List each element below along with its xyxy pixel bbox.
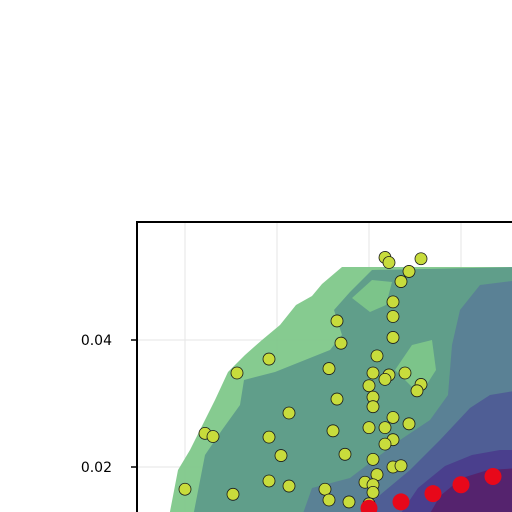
y-axis: 0.02 0.04: [81, 333, 137, 476]
yellow-data-point: [334, 336, 348, 350]
yellow-data-point: [326, 424, 340, 438]
contour-regions: [169, 267, 512, 512]
yellow-data-point: [226, 487, 240, 501]
yellow-data-point: [366, 400, 380, 414]
yellow-data-point: [362, 379, 376, 393]
yellow-data-point: [282, 406, 296, 420]
y-tick-label: 0.02: [81, 460, 112, 476]
yellow-data-point: [362, 421, 376, 435]
yellow-data-point: [330, 392, 344, 406]
yellow-data-point: [382, 256, 396, 269]
yellow-data-point: [402, 265, 416, 278]
yellow-data-point: [386, 310, 400, 323]
yellow-data-point: [386, 411, 400, 424]
yellow-data-point: [402, 417, 416, 431]
yellow-data-point: [378, 421, 392, 435]
red-data-point: [360, 499, 378, 512]
yellow-data-point: [178, 482, 192, 496]
yellow-data-point: [330, 314, 344, 328]
yellow-data-point: [322, 362, 336, 375]
yellow-data-point: [378, 372, 392, 386]
yellow-data-point: [338, 447, 352, 461]
yellow-data-point: [394, 459, 408, 473]
yellow-data-point: [366, 452, 380, 466]
contour-light-patch: [352, 280, 392, 312]
yellow-data-point: [262, 474, 276, 488]
yellow-data-point: [342, 495, 356, 509]
yellow-data-point: [386, 331, 400, 344]
yellow-data-point: [262, 430, 276, 444]
yellow-data-point: [282, 479, 296, 493]
yellow-data-point: [366, 485, 380, 499]
yellow-data-point: [318, 482, 332, 496]
red-data-point: [452, 476, 470, 494]
yellow-data-point: [274, 449, 288, 462]
yellow-data-point: [394, 275, 408, 288]
yellow-data-point: [414, 252, 428, 266]
yellow-data-point: [398, 366, 412, 380]
y-tick-label: 0.04: [81, 333, 112, 349]
yellow-data-point: [370, 349, 384, 363]
red-data-point: [424, 485, 442, 503]
plot-frame: [136, 221, 512, 512]
red-data-point: [392, 493, 410, 511]
yellow-data-point: [230, 366, 244, 380]
yellow-data-point: [206, 430, 220, 443]
yellow-data-point: [378, 437, 392, 451]
yellow-data-point: [322, 493, 336, 507]
scatter-points: [178, 251, 502, 512]
yellow-data-point: [262, 352, 276, 366]
yellow-data-point: [386, 295, 400, 309]
yellow-data-point: [410, 384, 424, 398]
yellow-data-point: [366, 366, 380, 380]
red-data-point: [484, 468, 502, 486]
